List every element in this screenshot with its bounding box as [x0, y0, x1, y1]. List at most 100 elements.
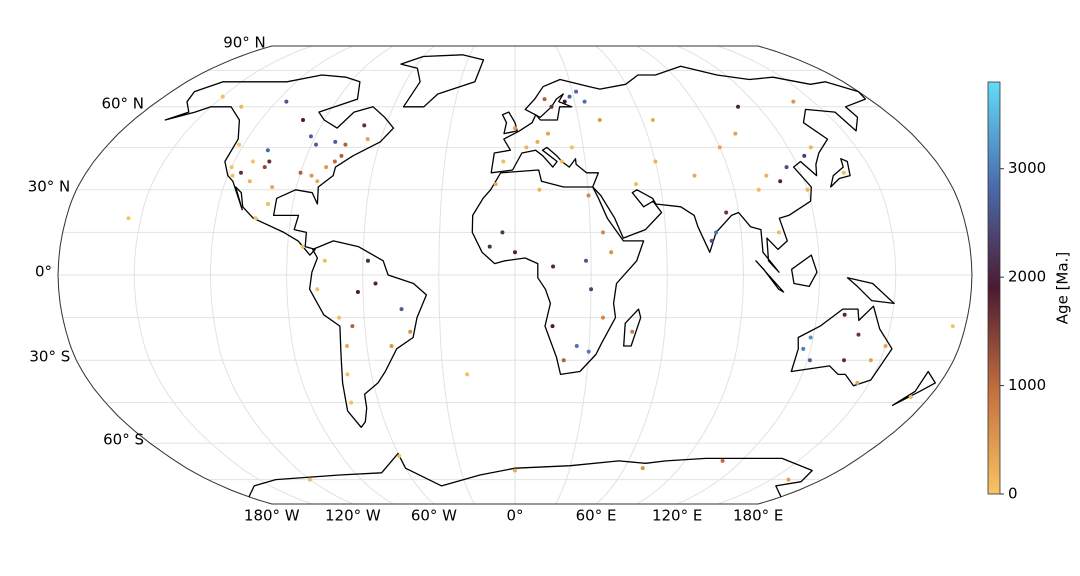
lon-tick-label: 120° W	[325, 507, 381, 525]
lat-tick-label: 30° S	[29, 348, 70, 366]
sample-point	[808, 335, 813, 340]
sample-point	[561, 358, 566, 363]
sample-point	[333, 139, 338, 144]
lon-tick-label: 180° E	[733, 507, 783, 525]
sample-point	[397, 453, 402, 458]
sample-point	[950, 324, 955, 329]
sample-point	[791, 99, 796, 104]
sample-point	[801, 346, 806, 351]
colorbar: 0 1000 2000 3000	[987, 81, 1046, 503]
sample-point	[574, 89, 579, 94]
sample-point	[350, 324, 355, 329]
sample-point	[709, 238, 714, 243]
sample-point	[550, 324, 555, 329]
colorbar-label: Age [Ma.]	[1054, 252, 1072, 324]
sample-point	[315, 287, 320, 292]
sample-point	[408, 329, 413, 334]
sample-point	[487, 244, 492, 249]
coastlines	[164, 54, 936, 498]
sample-point	[868, 358, 873, 363]
sample-point	[301, 117, 306, 122]
sample-point	[230, 173, 235, 178]
sample-point	[589, 287, 594, 292]
sample-point	[653, 159, 658, 164]
sample-point	[756, 187, 761, 192]
sample-point	[776, 230, 781, 235]
sample-point	[630, 329, 635, 334]
sample-point	[253, 216, 258, 221]
colorbar-tick-label: 3000	[1008, 159, 1046, 177]
sample-point	[714, 230, 719, 235]
sample-point	[247, 179, 252, 184]
sample-point	[736, 104, 741, 109]
coastline	[755, 260, 785, 293]
sample-point	[908, 394, 913, 399]
coastline	[790, 254, 818, 288]
sample-point	[855, 380, 860, 385]
sample-point	[501, 159, 506, 164]
sample-point	[586, 193, 591, 198]
colorbar-tick-label: 1000	[1008, 376, 1046, 394]
sample-point	[362, 123, 367, 128]
sample-point	[399, 307, 404, 312]
sample-point	[786, 477, 791, 482]
sample-point	[315, 179, 320, 184]
lat-tick-label: 0°	[35, 263, 52, 281]
sample-point	[513, 250, 517, 255]
graticule: 90° N 60° N 30° N 0° 30° S 60° S 180° W 120° W 6…	[28, 34, 973, 525]
sample-point	[332, 159, 337, 164]
sample-point	[807, 358, 812, 363]
sample-point	[365, 258, 370, 263]
sample-point	[650, 117, 655, 122]
sample-point	[569, 145, 574, 150]
sample-point	[220, 94, 225, 99]
sample-point	[692, 173, 697, 178]
sample-point	[546, 131, 551, 136]
coastline	[308, 240, 428, 428]
sample-point	[389, 343, 394, 348]
sample-point	[513, 468, 517, 473]
sample-point	[314, 142, 319, 147]
sample-point	[802, 153, 807, 158]
lon-tick-label: 60° W	[411, 507, 457, 525]
sample-point	[542, 97, 547, 102]
sample-point	[842, 358, 847, 363]
sample-point	[778, 179, 783, 184]
sample-point	[583, 258, 588, 263]
sample-point	[640, 466, 645, 471]
coastline	[400, 54, 485, 108]
sample-point	[238, 170, 243, 175]
colorbar-ramp	[987, 81, 1001, 495]
sample-point	[562, 99, 567, 104]
lon-tick-label: 120° E	[652, 507, 702, 525]
sample-point	[720, 458, 725, 463]
sample-point	[343, 142, 348, 147]
sample-point	[267, 159, 272, 164]
sample-point	[600, 230, 605, 235]
sample-point	[270, 184, 275, 189]
coastline	[623, 308, 642, 347]
sample-point	[237, 142, 242, 147]
coastline	[891, 370, 936, 406]
sample-point	[373, 281, 378, 286]
sample-point	[856, 332, 861, 337]
lat-tick-label: 60° N	[101, 94, 144, 112]
coastline	[490, 65, 867, 273]
sample-point	[265, 148, 270, 153]
sample-point	[513, 126, 517, 131]
sample-point	[339, 153, 344, 158]
sample-point	[307, 477, 312, 482]
sample-point	[250, 159, 255, 164]
coastline	[846, 277, 895, 305]
sample-point	[574, 343, 579, 348]
sample-point	[349, 400, 354, 405]
colorbar-tick-label: 0	[1008, 485, 1018, 503]
sample-point	[537, 187, 542, 192]
sample-point	[551, 264, 556, 269]
sample-point	[337, 315, 342, 320]
coastline	[830, 158, 851, 188]
sample-point	[724, 210, 729, 215]
sample-point	[365, 137, 370, 142]
points	[126, 89, 955, 482]
sample-point	[465, 372, 470, 377]
